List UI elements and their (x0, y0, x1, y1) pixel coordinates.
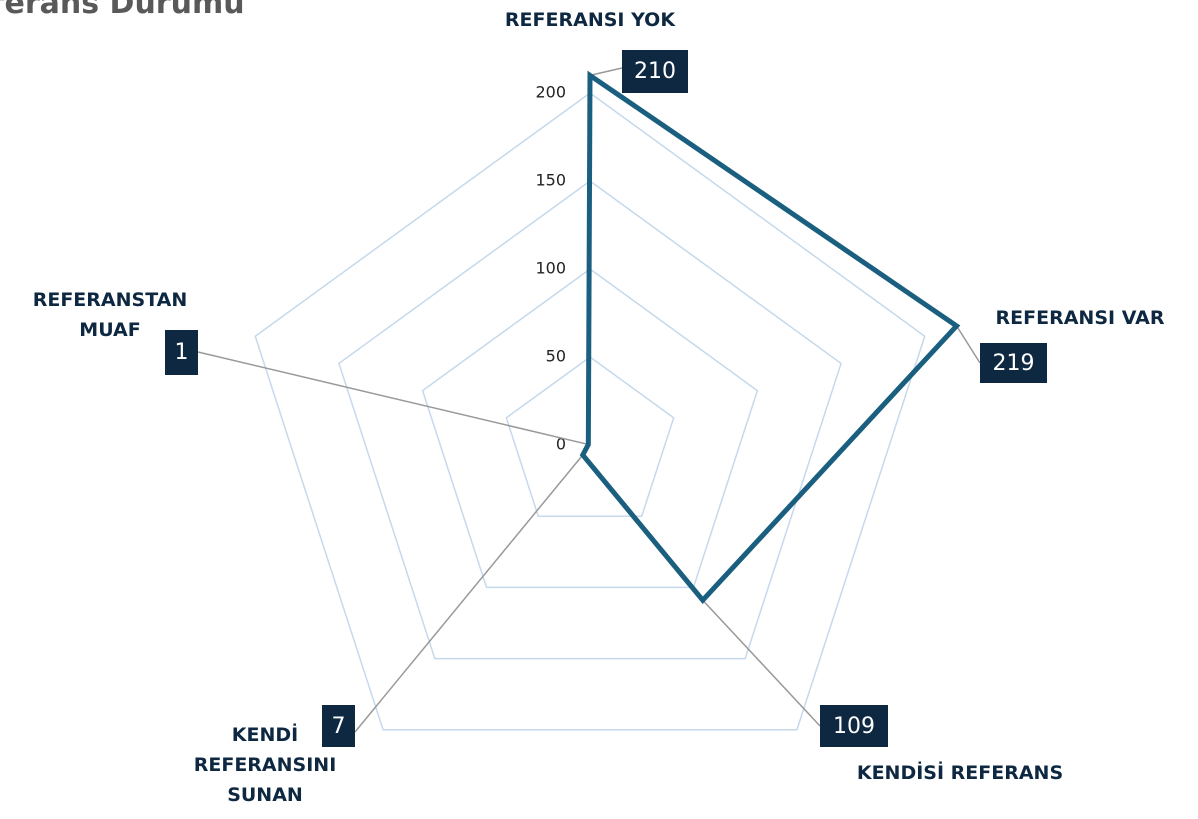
grid-ring (505, 356, 675, 517)
radar-line (579, 70, 961, 604)
leader-line (354, 454, 584, 733)
leader-line (197, 351, 589, 446)
grid-ring (338, 180, 842, 660)
leader-line (955, 325, 981, 364)
category-label: KENDİSİ REFERANS (856, 762, 1064, 784)
value-label: 109 (820, 705, 888, 747)
r-tick-label: 50 (546, 347, 566, 366)
r-tick-label: 100 (535, 259, 566, 278)
r-tick-label: 200 (535, 83, 566, 102)
category-label: REFERANSI YOK (504, 9, 676, 31)
r-tick-label: 150 (535, 171, 566, 190)
category-label: REFERANSI VAR (995, 307, 1165, 329)
r-tick-label: 0 (556, 435, 566, 454)
category-label: KENDİ REFERANSINI SUNAN (193, 724, 337, 806)
category-label: REFERANSTAN MUAF (32, 289, 188, 341)
value-label: 1 (165, 330, 198, 375)
grid-ring (421, 268, 759, 589)
value-label: 7 (322, 705, 355, 747)
grid-ring (254, 92, 926, 731)
leader-line (589, 67, 623, 77)
leader-line (702, 599, 821, 727)
value-label: 219 (980, 343, 1047, 383)
chart-title: Referans Durumu (0, 0, 245, 21)
value-label: 210 (622, 50, 688, 93)
